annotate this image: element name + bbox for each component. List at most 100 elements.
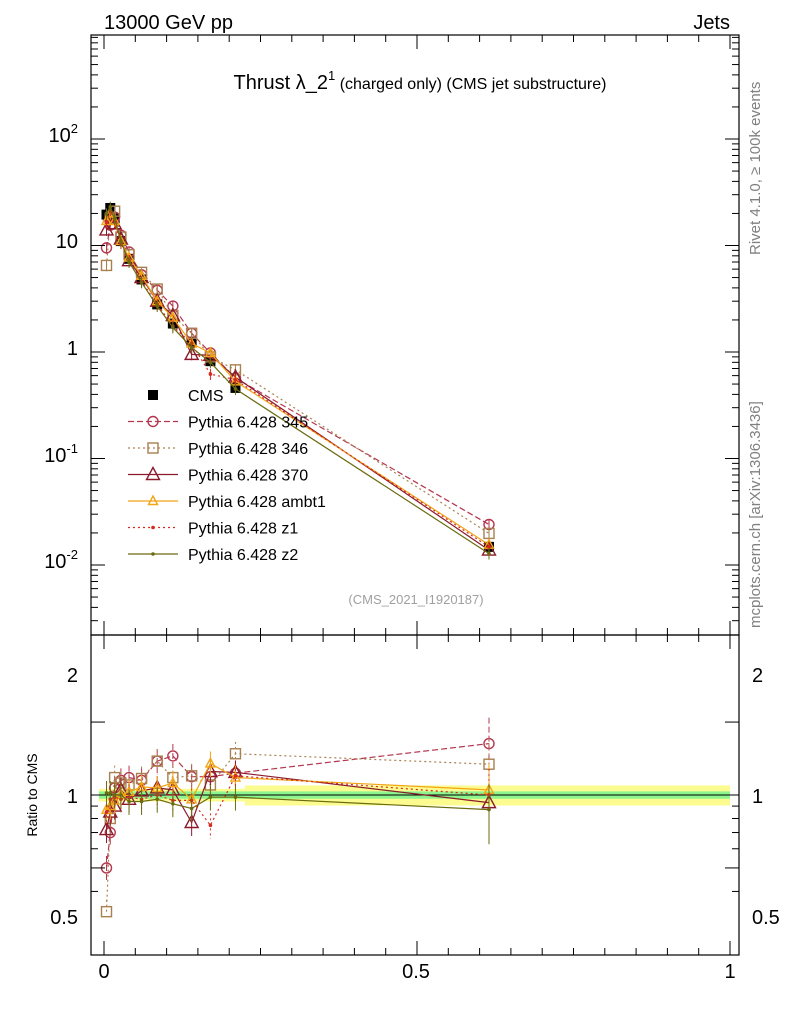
data-point bbox=[155, 304, 160, 308]
ratio-point bbox=[100, 905, 113, 918]
ratio-series-layer bbox=[98, 717, 497, 918]
data-point bbox=[127, 260, 131, 264]
ratio-point bbox=[233, 774, 238, 778]
legend-marker bbox=[151, 525, 155, 530]
data-point bbox=[104, 211, 109, 216]
ratio-point bbox=[167, 776, 179, 788]
legend-item-z2: Pythia 6.428 z2 bbox=[128, 547, 298, 564]
legend-label: Pythia 6.428 z1 bbox=[188, 521, 298, 538]
legend-item-cms: CMS bbox=[148, 388, 224, 405]
legend: CMS Pythia 6.428 345 Pythia 6.428 346 Pythi… bbox=[128, 388, 326, 564]
legend-item-p345: Pythia 6.428 345 bbox=[128, 415, 308, 432]
ratio-point bbox=[127, 799, 131, 804]
ratio-plot-panel: 2 1 0.5 2 1 0.5 Ratio to CMS 0 0.5 1 bbox=[24, 634, 780, 983]
legend-marker bbox=[147, 415, 159, 428]
legend-marker bbox=[148, 390, 158, 400]
legend-label: Pythia 6.428 ambt1 bbox=[188, 494, 326, 511]
legend-item-ambt1: Pythia 6.428 ambt1 bbox=[128, 494, 326, 511]
y-tick-100: 102 bbox=[49, 121, 78, 147]
data-point bbox=[100, 259, 113, 272]
legend-item-p346: Pythia 6.428 346 bbox=[128, 441, 308, 458]
legend-marker bbox=[151, 552, 155, 556]
ratio-point bbox=[229, 748, 242, 760]
ratio-point bbox=[487, 807, 491, 812]
ratio-point bbox=[139, 799, 144, 804]
ratio-y-tick-2: 2 bbox=[67, 665, 78, 687]
y-tick-0.1: 10-1 bbox=[44, 441, 78, 467]
data-point bbox=[100, 242, 113, 254]
ratio-point bbox=[208, 823, 213, 828]
ratio-point bbox=[233, 795, 238, 799]
x-tick-1: 1 bbox=[724, 961, 735, 983]
legend-marker bbox=[147, 494, 159, 506]
legend-label: CMS bbox=[188, 388, 224, 405]
ratio-y-axis-label: Ratio to CMS bbox=[24, 753, 40, 836]
data-point bbox=[204, 346, 217, 358]
chart-title: Thrust λ_21 (charged only) (CMS jet subs… bbox=[234, 68, 607, 94]
series-line-z2 bbox=[105, 205, 490, 555]
main-ticks bbox=[91, 35, 739, 635]
ratio-point bbox=[98, 821, 115, 836]
data-point bbox=[487, 545, 491, 549]
ratio-ticks bbox=[91, 635, 739, 955]
ratio-point bbox=[155, 797, 160, 802]
series-line-p346 bbox=[105, 209, 490, 534]
ratio-point bbox=[185, 770, 198, 782]
ratio-point bbox=[204, 756, 217, 768]
y-tick-1: 1 bbox=[67, 338, 78, 360]
ratio-y-tick-2-right: 2 bbox=[752, 665, 763, 687]
x-tick-0.5: 0.5 bbox=[402, 961, 430, 983]
ratio-point bbox=[104, 791, 109, 795]
header-left: 13000 GeV pp bbox=[104, 12, 233, 34]
side-label-rivet: Rivet 4.1.0, ≥ 100k events bbox=[747, 82, 764, 255]
ratio-y-tick-0.5-right: 0.5 bbox=[752, 907, 780, 929]
data-point bbox=[119, 239, 123, 243]
ratio-point bbox=[167, 750, 179, 762]
data-point bbox=[104, 220, 109, 225]
ratio-line-p346 bbox=[105, 753, 490, 912]
ratio-y-tick-1-right: 1 bbox=[752, 786, 763, 808]
main-plot-panel: 102 10 1 10-1 10-2 Thrust λ_21 (charged … bbox=[44, 34, 740, 636]
ratio-series-z2 bbox=[104, 780, 491, 845]
x-tick-0: 0 bbox=[98, 961, 109, 983]
main-plot-frame bbox=[90, 34, 740, 636]
ratio-point bbox=[104, 810, 109, 814]
series-z2 bbox=[104, 201, 491, 560]
ratio-point bbox=[208, 795, 213, 799]
data-point bbox=[108, 205, 113, 209]
ratio-point bbox=[229, 771, 242, 782]
legend-item-p370: Pythia 6.428 370 bbox=[128, 466, 308, 485]
data-point bbox=[183, 345, 200, 361]
ratio-y-tick-0.5: 0.5 bbox=[50, 907, 78, 929]
data-point bbox=[139, 280, 144, 285]
data-point bbox=[171, 325, 175, 330]
side-label-mcplots: mcplots.cern.ch [arXiv:1306.3436] bbox=[747, 401, 764, 628]
legend-item-z1: Pythia 6.428 z1 bbox=[128, 521, 298, 538]
ratio-point bbox=[151, 755, 163, 767]
legend-label: Pythia 6.428 370 bbox=[188, 468, 308, 485]
legend-label: Pythia 6.428 346 bbox=[188, 441, 308, 458]
ratio-y-tick-1: 1 bbox=[67, 786, 78, 808]
series-p346 bbox=[100, 205, 495, 540]
y-tick-0.01: 10-2 bbox=[44, 547, 78, 573]
data-point bbox=[233, 387, 238, 391]
data-point bbox=[112, 216, 117, 221]
ratio-point bbox=[112, 793, 117, 797]
data-point bbox=[487, 551, 491, 556]
main-y-tick-labels: 102 10 1 10-1 10-2 bbox=[44, 121, 78, 573]
legend-marker bbox=[147, 442, 159, 454]
analysis-watermark: (CMS_2021_I1920187) bbox=[348, 592, 483, 607]
ratio-point bbox=[189, 806, 194, 811]
data-point bbox=[208, 360, 213, 365]
data-point bbox=[233, 377, 238, 382]
data-point bbox=[208, 372, 213, 376]
legend-marker bbox=[145, 466, 161, 481]
main-series-layer bbox=[98, 201, 497, 560]
header-right: Jets bbox=[693, 12, 730, 34]
y-tick-10: 10 bbox=[56, 231, 78, 253]
legend-label: Pythia 6.428 345 bbox=[188, 415, 308, 432]
ratio-point bbox=[119, 793, 123, 797]
data-point bbox=[189, 345, 194, 350]
ratio-point bbox=[171, 801, 175, 806]
